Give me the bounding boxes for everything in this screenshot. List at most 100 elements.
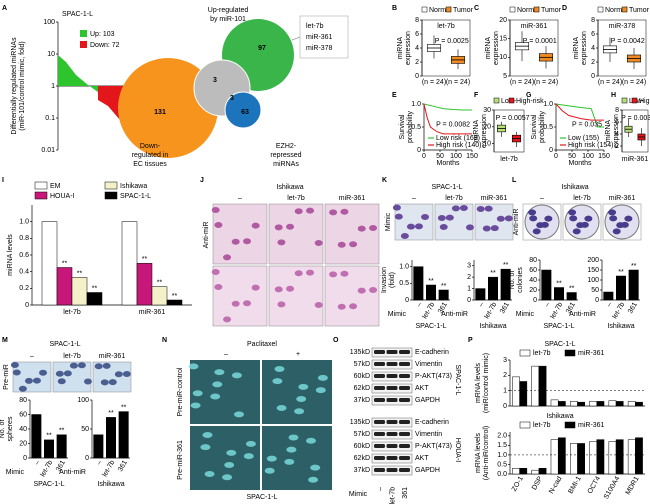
y-tick-label: 100 (77, 397, 89, 404)
venn-count: 131 (154, 109, 166, 116)
significance: ** (142, 256, 148, 263)
cell (540, 221, 549, 228)
protein-label: GAPDH (415, 397, 440, 404)
legend-swatch (80, 41, 87, 48)
x-tick-label: 150 (598, 153, 610, 160)
y-tick-label: 1.0 (543, 101, 553, 108)
blot-band (399, 444, 410, 448)
cell-label: SPAC-1-L (454, 365, 461, 396)
legend-label: HOUA-I (50, 193, 75, 200)
blot-band (386, 398, 398, 402)
protein-label: GAPDH (415, 467, 440, 474)
y-tick-label: 20 (499, 17, 507, 24)
cell (243, 453, 254, 460)
cell (624, 215, 633, 222)
x-tick-label: – (96, 459, 104, 466)
y-axis-label: miRNA (473, 120, 480, 142)
cell (532, 228, 541, 235)
bar (413, 266, 424, 301)
treatment-label: Mimic (516, 311, 535, 318)
cell (276, 405, 287, 411)
venn-label: by miR-101 (210, 16, 246, 23)
column-label: let-7b (445, 195, 463, 202)
legend-label: Tumor (629, 7, 650, 14)
cell (528, 209, 537, 216)
y-tick-label: 80 (19, 397, 27, 404)
cell (310, 464, 321, 471)
legend-swatch (564, 349, 576, 357)
cell (482, 225, 491, 232)
bar (512, 376, 520, 407)
cell (274, 365, 285, 372)
legend-swatch (493, 97, 500, 104)
y-axis-label: miRNA levels (7, 234, 14, 276)
cell (39, 369, 48, 376)
blot-band (399, 374, 410, 378)
blot-band (374, 362, 385, 366)
x-tick-label: S100A4 (603, 475, 622, 500)
column-label: miR-361 (99, 353, 126, 360)
y-axis-label: mRNA levels (475, 362, 482, 403)
cell (294, 408, 305, 415)
y-tick-label: 10 (499, 54, 507, 61)
legend-label: Normal (517, 7, 540, 14)
bar (635, 401, 643, 407)
y-tick-label: 4 (415, 45, 419, 52)
down-bars (98, 86, 126, 132)
cell (337, 303, 346, 310)
cell (400, 233, 409, 240)
p-value: P = 0.0057 (496, 115, 530, 122)
bar (136, 263, 153, 306)
y-axis-label: mRNA levels (475, 432, 482, 473)
legend-swatch (564, 421, 576, 429)
cell (612, 228, 621, 235)
y-tick-label: 0 (405, 297, 409, 304)
legend-label: Ishikawa (120, 183, 147, 190)
cell (272, 378, 283, 385)
x-tick-label: 0 (554, 153, 558, 160)
cell (314, 240, 323, 246)
panel-label: N (162, 337, 167, 344)
y-tick-label: 1.0 (497, 452, 507, 459)
significance: ** (569, 285, 575, 292)
bar (596, 401, 605, 407)
cell (94, 363, 103, 370)
bar (627, 439, 636, 475)
legend-label: Tumor (541, 7, 562, 14)
bar (628, 269, 639, 301)
treatment-label: Paclitaxel (247, 341, 277, 348)
p-value: P = 0.0001 (523, 38, 557, 45)
cell (274, 224, 283, 231)
x-tick-label: – (34, 459, 42, 466)
y-tick-label: 20 (19, 440, 27, 447)
legend-label: High-risk (639, 98, 650, 105)
legend-label: EM (50, 183, 61, 190)
legend-swatch (104, 191, 118, 200)
y-tick-label: 0.01 (41, 147, 55, 154)
cell (496, 215, 505, 222)
y-tick-label: 100 (587, 277, 599, 284)
cell-name: Ishikawa (97, 481, 124, 488)
bar (570, 443, 578, 475)
cell (212, 381, 223, 388)
y-tick-label: 1.0 (19, 219, 29, 226)
cell (620, 221, 629, 228)
micrograph (268, 265, 324, 327)
significance: ** (108, 410, 114, 417)
marker-label: 37kD (354, 467, 370, 474)
micrograph (268, 203, 324, 265)
y-tick-label: 8 (591, 17, 595, 24)
row-label: Pre-miR-361 (177, 440, 184, 480)
legend-label: Normal (605, 7, 628, 14)
y-tick-label: 2.0 (497, 433, 507, 440)
cell (231, 372, 242, 379)
blot-band (386, 444, 398, 448)
y-axis-label: (Anti-miR/control) (483, 426, 490, 480)
column-label: miR-361 (609, 195, 636, 202)
cell (231, 300, 240, 307)
y-tick-label: 0 (467, 297, 471, 304)
panel-label: D (562, 5, 567, 12)
cell (210, 393, 221, 400)
treatment-label: Anti-miR (441, 311, 468, 318)
y-tick-label: 3 (503, 357, 507, 364)
